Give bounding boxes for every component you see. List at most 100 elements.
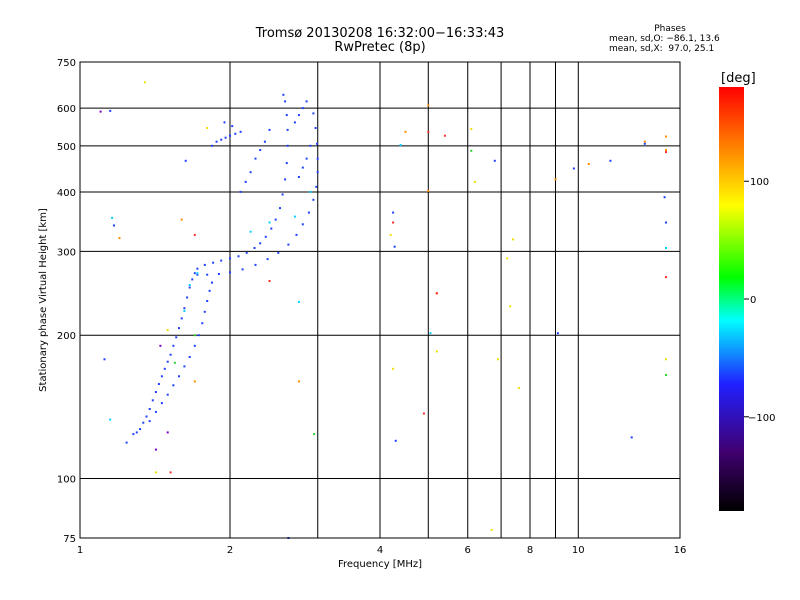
data-point xyxy=(169,471,172,474)
data-point xyxy=(220,138,223,141)
x-tick-label: 8 xyxy=(527,545,533,556)
data-point xyxy=(188,286,191,289)
x-tick-label: 10 xyxy=(572,545,585,556)
data-point xyxy=(470,128,473,131)
data-point xyxy=(186,296,189,299)
data-point xyxy=(285,114,288,117)
data-point xyxy=(193,344,196,347)
colorbar xyxy=(719,87,744,511)
data-point xyxy=(284,178,287,181)
data-point xyxy=(166,431,169,434)
data-point xyxy=(193,380,196,383)
data-point xyxy=(393,245,396,248)
data-point xyxy=(148,420,151,423)
data-point xyxy=(166,329,169,332)
data-point xyxy=(159,344,162,347)
data-point xyxy=(286,144,289,147)
data-point xyxy=(643,140,646,143)
data-point xyxy=(665,135,667,138)
data-point xyxy=(154,448,157,451)
colorbar-label: [deg] xyxy=(721,71,756,86)
phases-o-stats: mean, sd,O: −86.1, 13.6 xyxy=(609,34,720,44)
data-point xyxy=(293,215,296,218)
data-point xyxy=(493,159,496,162)
data-point xyxy=(206,127,209,129)
data-point xyxy=(301,107,304,110)
data-point xyxy=(183,365,186,368)
x-tick-label: 4 xyxy=(377,545,383,556)
data-point xyxy=(392,211,395,214)
data-point xyxy=(191,278,194,281)
data-point xyxy=(274,218,277,221)
data-point xyxy=(389,233,392,236)
data-point xyxy=(212,261,215,264)
data-point xyxy=(217,273,220,275)
data-point xyxy=(180,317,183,320)
data-point xyxy=(201,322,204,325)
data-point xyxy=(220,259,223,262)
data-point xyxy=(142,421,145,424)
x-axis-label: Frequency [MHz] xyxy=(338,559,422,570)
data-point xyxy=(643,142,646,145)
data-point xyxy=(154,391,157,393)
data-point xyxy=(178,375,180,378)
data-point xyxy=(231,125,234,128)
data-point xyxy=(435,292,438,295)
data-point xyxy=(184,159,187,162)
data-point xyxy=(663,196,666,199)
data-point xyxy=(404,130,407,133)
x-tick-label: 2 xyxy=(227,545,233,556)
data-point xyxy=(293,121,296,124)
data-point xyxy=(429,332,432,335)
data-point xyxy=(160,375,163,378)
data-point xyxy=(630,436,633,439)
data-point xyxy=(206,273,209,276)
data-point xyxy=(245,251,248,254)
data-point xyxy=(312,112,315,115)
data-point xyxy=(309,144,312,147)
data-point xyxy=(305,100,308,103)
data-point xyxy=(254,263,257,266)
data-point xyxy=(203,263,206,266)
data-point xyxy=(587,163,590,165)
y-tick-label: 100 xyxy=(57,475,76,486)
data-point xyxy=(284,100,287,103)
data-point xyxy=(193,272,196,275)
data-point xyxy=(392,221,395,224)
data-point xyxy=(435,350,438,353)
data-point xyxy=(392,367,395,370)
plot-border xyxy=(79,61,681,539)
data-point xyxy=(244,180,247,183)
y-tick-label: 600 xyxy=(57,104,76,115)
data-point xyxy=(509,305,512,308)
data-point xyxy=(253,247,256,249)
data-point xyxy=(160,402,163,405)
data-point xyxy=(399,144,402,146)
colorbar-tick-label: 0 xyxy=(750,295,756,306)
data-point xyxy=(180,218,183,221)
data-point xyxy=(309,190,312,193)
data-point xyxy=(166,393,169,396)
data-point xyxy=(109,418,112,421)
data-point xyxy=(297,114,300,117)
data-point xyxy=(259,242,262,245)
data-point xyxy=(427,104,430,107)
data-point xyxy=(665,374,667,376)
data-point xyxy=(154,410,157,413)
data-point xyxy=(175,336,178,339)
data-point xyxy=(665,221,667,224)
data-point xyxy=(470,149,473,152)
data-point xyxy=(148,408,151,410)
data-point xyxy=(295,233,298,236)
data-point xyxy=(237,255,240,258)
x-tick-label: 6 xyxy=(465,545,471,556)
data-point xyxy=(196,272,199,275)
data-point xyxy=(443,134,446,137)
data-point xyxy=(572,167,575,170)
data-point xyxy=(665,149,667,151)
data-point xyxy=(229,257,231,260)
data-point xyxy=(118,237,121,240)
data-point xyxy=(490,528,493,531)
data-point xyxy=(512,238,515,241)
